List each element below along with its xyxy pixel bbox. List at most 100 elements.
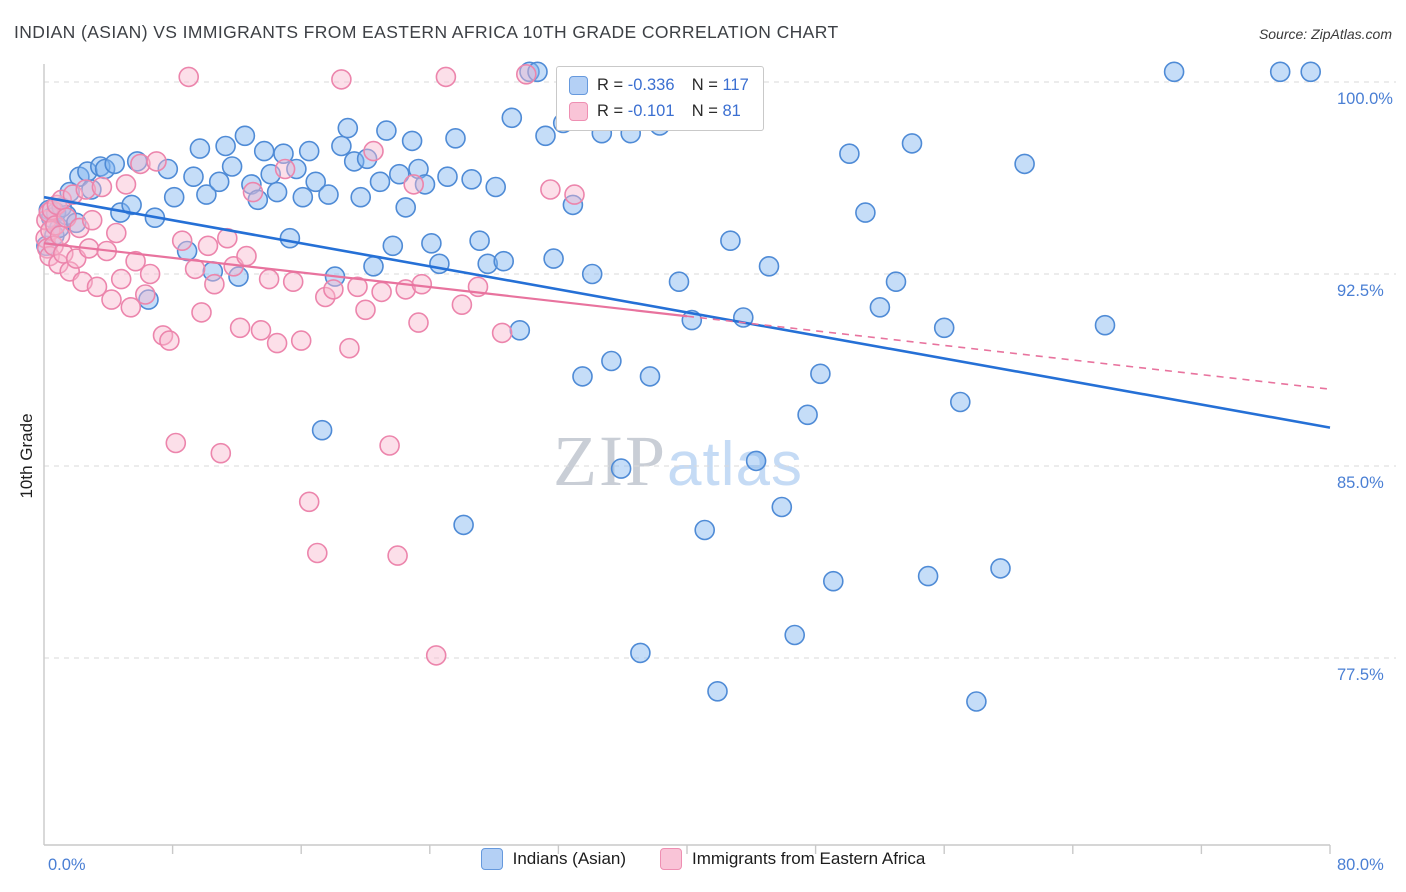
scatter-point-eastern-africa[interactable]: [236, 245, 257, 267]
scatter-point-indian[interactable]: [810, 363, 831, 385]
scatter-point-indian[interactable]: [822, 570, 844, 592]
scatter-point-eastern-africa[interactable]: [403, 174, 425, 195]
scatter-point-eastern-africa[interactable]: [120, 296, 142, 318]
scatter-point-eastern-africa[interactable]: [425, 645, 447, 666]
scatter-point-eastern-africa[interactable]: [282, 271, 304, 293]
scatter-point-eastern-africa[interactable]: [298, 491, 320, 513]
scatter-point-indian[interactable]: [562, 194, 584, 216]
scatter-point-indian[interactable]: [395, 197, 417, 218]
scatter-point-indian[interactable]: [581, 263, 603, 285]
scatter-point-eastern-africa[interactable]: [323, 279, 344, 300]
scatter-point-eastern-africa[interactable]: [347, 276, 368, 298]
scatter-point-indian[interactable]: [369, 171, 391, 193]
scatter-point-indian[interactable]: [535, 125, 556, 147]
source-label[interactable]: Source: ZipAtlas.com: [1258, 26, 1392, 42]
scatter-point-indian[interactable]: [469, 230, 490, 251]
scatter-point-eastern-africa[interactable]: [139, 263, 161, 285]
scatter-point-indian[interactable]: [610, 458, 632, 479]
legend-item-eastern-africa[interactable]: Immigrants from Eastern Africa: [660, 848, 925, 870]
scatter-point-indian[interactable]: [266, 181, 288, 203]
scatter-point-indian[interactable]: [414, 174, 436, 195]
scatter-point-indian[interactable]: [630, 642, 651, 664]
scatter-point-eastern-africa[interactable]: [435, 66, 457, 88]
scatter-point-indian[interactable]: [1094, 314, 1116, 336]
scatter-point-indian[interactable]: [208, 171, 230, 193]
scatter-point-eastern-africa[interactable]: [515, 64, 537, 85]
scatter-point-indian[interactable]: [221, 156, 243, 177]
scatter-point-eastern-africa[interactable]: [229, 317, 251, 339]
scatter-point-indian[interactable]: [771, 496, 793, 518]
scatter-point-indian[interactable]: [485, 176, 507, 198]
scatter-point-eastern-africa[interactable]: [135, 284, 156, 305]
scatter-point-eastern-africa[interactable]: [81, 209, 103, 231]
scatter-point-indian[interactable]: [215, 135, 236, 157]
scatter-point-eastern-africa[interactable]: [75, 179, 97, 200]
scatter-point-eastern-africa[interactable]: [49, 225, 71, 246]
scatter-point-eastern-africa[interactable]: [125, 250, 146, 272]
scatter-point-eastern-africa[interactable]: [331, 69, 352, 90]
scatter-point-indian[interactable]: [917, 565, 939, 587]
scatter-point-indian[interactable]: [376, 120, 397, 141]
scatter-point-indian[interactable]: [228, 266, 249, 287]
scatter-point-eastern-africa[interactable]: [52, 243, 74, 264]
scatter-point-eastern-africa[interactable]: [101, 289, 122, 310]
scatter-point-eastern-africa[interactable]: [197, 235, 219, 257]
scatter-point-eastern-africa[interactable]: [178, 66, 199, 88]
scatter-point-indian[interactable]: [519, 61, 540, 83]
scatter-point-indian[interactable]: [493, 250, 515, 272]
scatter-point-indian[interactable]: [933, 317, 955, 339]
scatter-point-eastern-africa[interactable]: [371, 281, 392, 303]
scatter-point-indian[interactable]: [694, 519, 716, 541]
legend-item-indian[interactable]: Indians (Asian): [480, 848, 626, 870]
scatter-point-indian[interactable]: [990, 558, 1011, 579]
scatter-point-indian[interactable]: [639, 366, 661, 387]
scatter-point-indian[interactable]: [445, 128, 466, 149]
scatter-point-indian[interactable]: [437, 166, 458, 187]
scatter-point-indian[interactable]: [318, 184, 339, 205]
scatter-point-indian[interactable]: [157, 158, 179, 180]
scatter-point-indian[interactable]: [745, 450, 767, 472]
scatter-point-indian[interactable]: [601, 350, 622, 372]
scatter-point-indian[interactable]: [421, 233, 442, 254]
scatter-point-indian[interactable]: [286, 158, 307, 180]
scatter-point-eastern-africa[interactable]: [266, 332, 288, 354]
scatter-point-eastern-africa[interactable]: [217, 227, 238, 249]
scatter-point-eastern-africa[interactable]: [146, 151, 167, 172]
scatter-point-indian[interactable]: [234, 125, 256, 147]
scatter-point-indian[interactable]: [189, 138, 211, 159]
scatter-point-indian[interactable]: [350, 186, 372, 208]
scatter-point-eastern-africa[interactable]: [191, 302, 212, 323]
scatter-point-eastern-africa[interactable]: [86, 276, 108, 298]
scatter-point-eastern-africa[interactable]: [411, 273, 433, 295]
scatter-point-eastern-africa[interactable]: [115, 174, 137, 195]
scatter-point-eastern-africa[interactable]: [165, 432, 187, 454]
scatter-point-eastern-africa[interactable]: [274, 158, 296, 180]
scatter-point-indian[interactable]: [901, 133, 923, 154]
scatter-point-eastern-africa[interactable]: [540, 179, 561, 200]
scatter-point-eastern-africa[interactable]: [564, 184, 585, 205]
scatter-point-indian[interactable]: [869, 296, 891, 318]
scatter-point-indian[interactable]: [453, 514, 474, 536]
scatter-point-eastern-africa[interactable]: [210, 442, 232, 464]
scatter-point-indian[interactable]: [104, 153, 125, 175]
scatter-point-indian[interactable]: [855, 202, 876, 223]
scatter-point-eastern-africa[interactable]: [91, 176, 113, 198]
scatter-point-eastern-africa[interactable]: [314, 286, 336, 308]
scatter-point-indian[interactable]: [966, 691, 987, 712]
scatter-point-eastern-africa[interactable]: [339, 337, 360, 359]
scatter-point-eastern-africa[interactable]: [44, 215, 66, 236]
scatter-point-indian[interactable]: [1300, 61, 1321, 83]
scatter-point-eastern-africa[interactable]: [355, 299, 376, 321]
scatter-point-indian[interactable]: [758, 255, 780, 277]
scatter-point-indian[interactable]: [797, 404, 818, 426]
scatter-point-indian[interactable]: [543, 248, 564, 269]
scatter-point-indian[interactable]: [183, 166, 204, 187]
scatter-point-indian[interactable]: [388, 163, 410, 185]
scatter-point-indian[interactable]: [343, 151, 365, 172]
scatter-point-eastern-africa[interactable]: [106, 222, 127, 244]
scatter-point-eastern-africa[interactable]: [451, 294, 473, 316]
scatter-point-indian[interactable]: [311, 419, 333, 441]
scatter-point-eastern-africa[interactable]: [258, 268, 280, 290]
scatter-point-eastern-africa[interactable]: [110, 268, 132, 290]
scatter-point-indian[interactable]: [292, 186, 314, 208]
